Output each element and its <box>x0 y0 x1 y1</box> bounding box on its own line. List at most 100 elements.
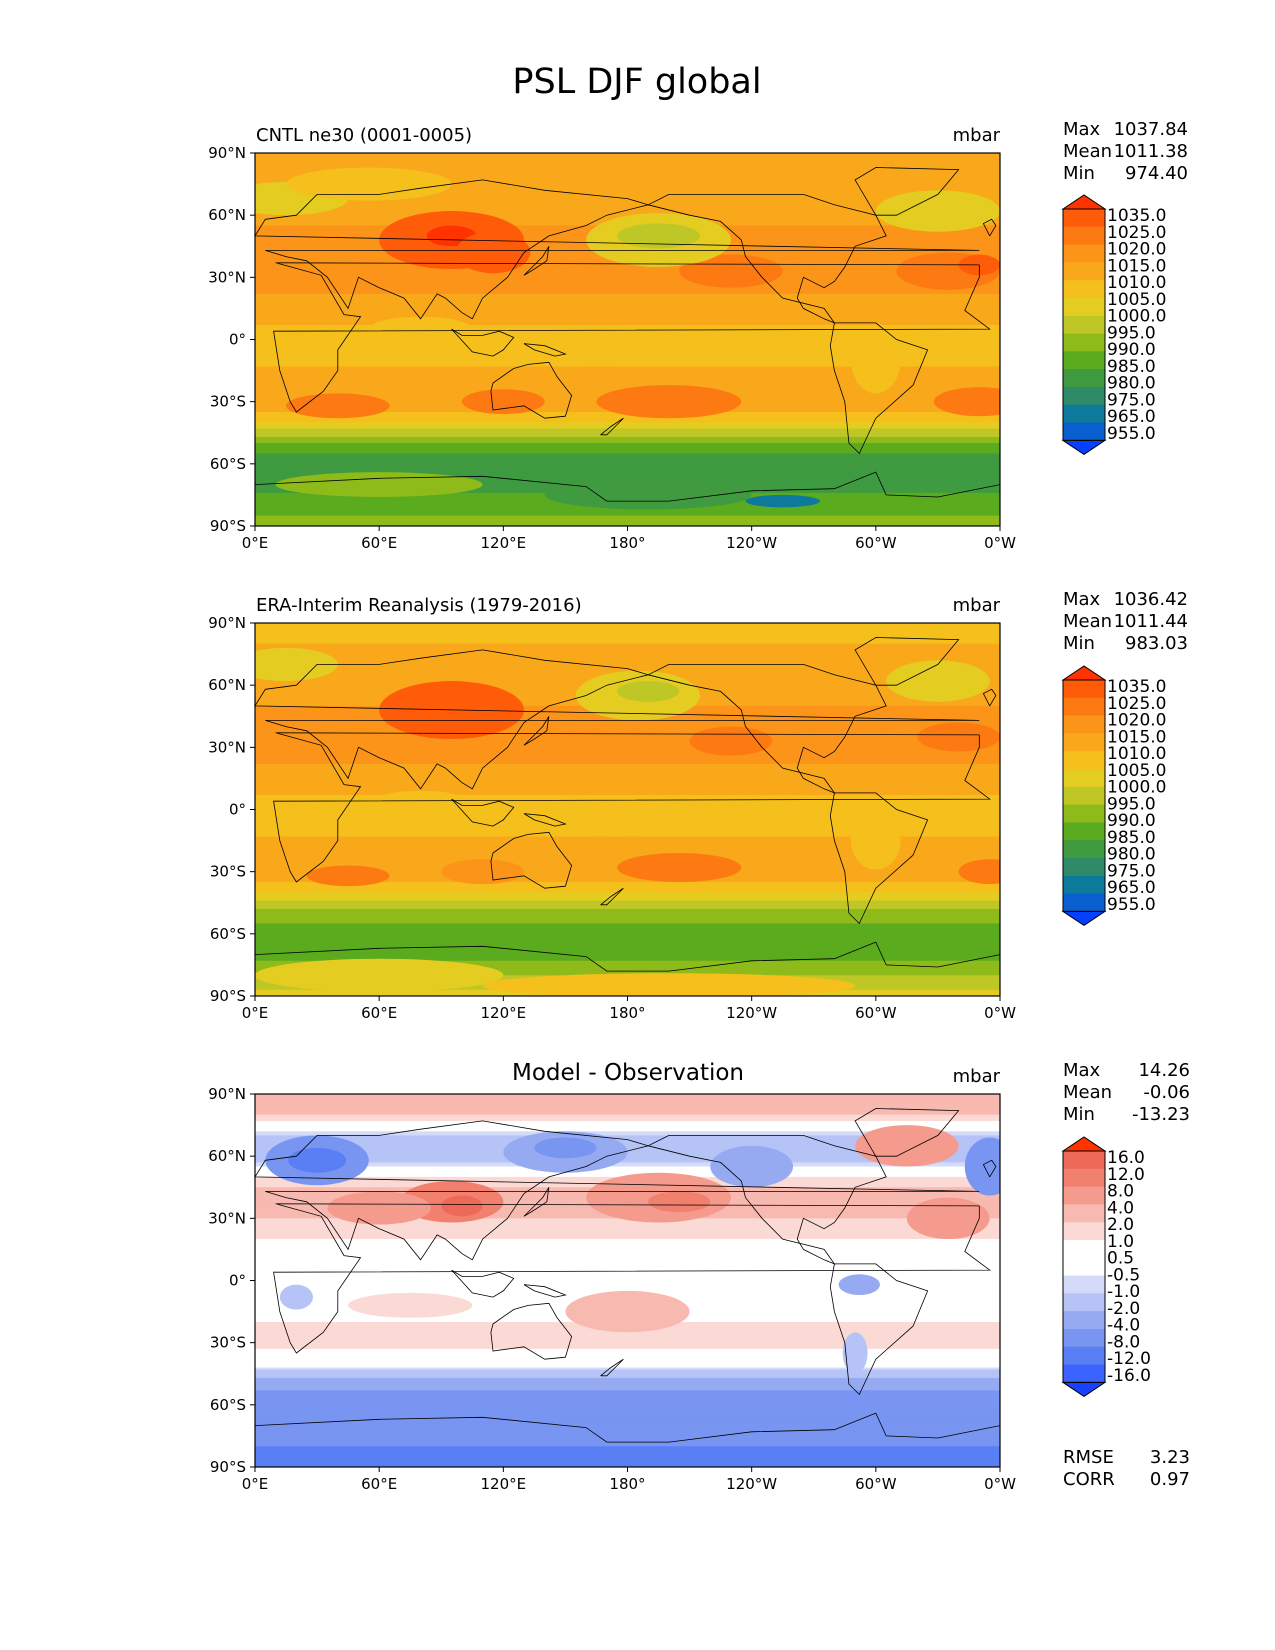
lon-tick-label: 0°W <box>984 1004 1016 1022</box>
coastline <box>255 1412 1000 1443</box>
colorbar-swatch <box>1063 262 1105 281</box>
field-band <box>255 521 1000 525</box>
lat-tick-label: 60°N <box>208 206 246 224</box>
field-band <box>255 1108 1000 1112</box>
field-band <box>255 449 1000 452</box>
field-band <box>255 772 1000 775</box>
colorbar-swatch <box>1063 422 1105 441</box>
coastline <box>600 417 624 436</box>
field-band <box>255 1243 1000 1246</box>
field-band <box>255 1152 1000 1155</box>
field-band <box>255 171 1000 175</box>
lon-tick-label: 0°E <box>242 534 269 552</box>
panel-units: mbar <box>953 595 1001 616</box>
field-band <box>255 1446 1000 1449</box>
field-anomaly <box>348 1292 473 1318</box>
colorbar-extend-low <box>1061 1381 1107 1398</box>
field-anomaly <box>838 1274 880 1296</box>
field-band <box>255 1147 1000 1151</box>
colorbar-swatch <box>1063 1364 1105 1383</box>
field-anomaly <box>368 790 473 816</box>
field-band <box>255 1435 1000 1439</box>
field-band <box>255 165 1000 169</box>
colorbar-label: -2.0 <box>1107 1299 1140 1319</box>
colorbar-swatch <box>1063 751 1105 770</box>
lat-tick-label: 30°S <box>210 1334 246 1352</box>
field-band <box>255 289 1000 293</box>
field-band <box>255 1114 1000 1118</box>
field-band <box>255 281 1000 285</box>
field-anomaly <box>906 1197 990 1240</box>
field-band <box>255 1448 1000 1452</box>
field-band <box>255 1369 1000 1373</box>
field-band <box>255 919 1000 922</box>
field-band <box>255 1141 1000 1145</box>
lon-tick-label: 120°E <box>481 534 527 552</box>
field-band <box>255 1408 1000 1412</box>
colorbar-swatch <box>1063 1257 1105 1277</box>
field-band <box>255 1417 1000 1420</box>
field-band <box>255 418 1000 421</box>
coastlines <box>255 1108 1000 1443</box>
coastline <box>854 1108 960 1157</box>
colorbar-swatch <box>1063 1240 1105 1259</box>
field-band <box>255 948 1000 952</box>
field-band <box>255 451 1000 455</box>
coastline <box>854 167 960 216</box>
field-band <box>255 426 1000 430</box>
coastline <box>451 798 515 827</box>
colorbar-label: 975.0 <box>1107 390 1156 410</box>
field-band <box>255 300 1000 303</box>
field-anomaly <box>275 472 483 497</box>
field-band <box>255 1145 1000 1149</box>
field-band <box>255 658 1000 661</box>
field-band <box>255 182 1000 185</box>
field-band <box>255 188 1000 191</box>
colorbar-swatch <box>1063 244 1105 263</box>
field-band <box>255 666 1000 670</box>
colorbar-swatch <box>1063 804 1105 823</box>
field-anomaly <box>503 327 690 361</box>
colorbar-label: 1015.0 <box>1107 256 1166 276</box>
field-anomaly <box>596 385 742 419</box>
field-band <box>255 917 1000 920</box>
field-band <box>255 857 1000 860</box>
field-band <box>255 1338 1000 1342</box>
field-anomaly <box>710 1145 794 1188</box>
stat-label-min: Min <box>1063 163 1095 184</box>
field-band <box>255 844 1000 848</box>
field-band <box>255 1112 1000 1116</box>
field-band <box>255 724 1000 728</box>
field-band <box>255 1274 1000 1277</box>
field-anomaly <box>534 1137 597 1159</box>
field-band <box>255 1226 1000 1230</box>
field-band <box>255 780 1000 784</box>
colorbar-swatch <box>1063 858 1105 877</box>
field-band <box>255 1382 1000 1385</box>
field-band <box>255 1400 1000 1404</box>
field-anomaly <box>482 929 649 947</box>
field-band <box>255 1419 1000 1423</box>
field-band <box>255 455 1000 459</box>
field-band <box>255 1344 1000 1348</box>
coastline <box>255 1120 980 1261</box>
colorbar-swatch <box>1063 315 1105 335</box>
field-band <box>255 736 1000 740</box>
field-band <box>255 293 1000 297</box>
field-band <box>255 633 1000 637</box>
field-band <box>255 625 1000 628</box>
stat-label-max: Max <box>1063 589 1101 610</box>
field-anomaly <box>617 853 742 883</box>
field-band <box>255 1123 1000 1126</box>
panel-diff: Model - Observation mbar 90°N 60°N 30°N 0° 3… <box>208 1060 1190 1493</box>
field-band <box>255 1456 1000 1460</box>
lat-tick-label: 60°N <box>208 676 246 694</box>
colorbar-swatch <box>1063 351 1105 370</box>
field-band <box>255 950 1000 954</box>
field-band <box>255 741 1000 744</box>
field-band <box>255 465 1000 469</box>
field-band <box>255 1118 1000 1122</box>
field-band <box>255 1390 1000 1393</box>
coastlines <box>255 167 1000 502</box>
field-band <box>255 1222 1000 1226</box>
